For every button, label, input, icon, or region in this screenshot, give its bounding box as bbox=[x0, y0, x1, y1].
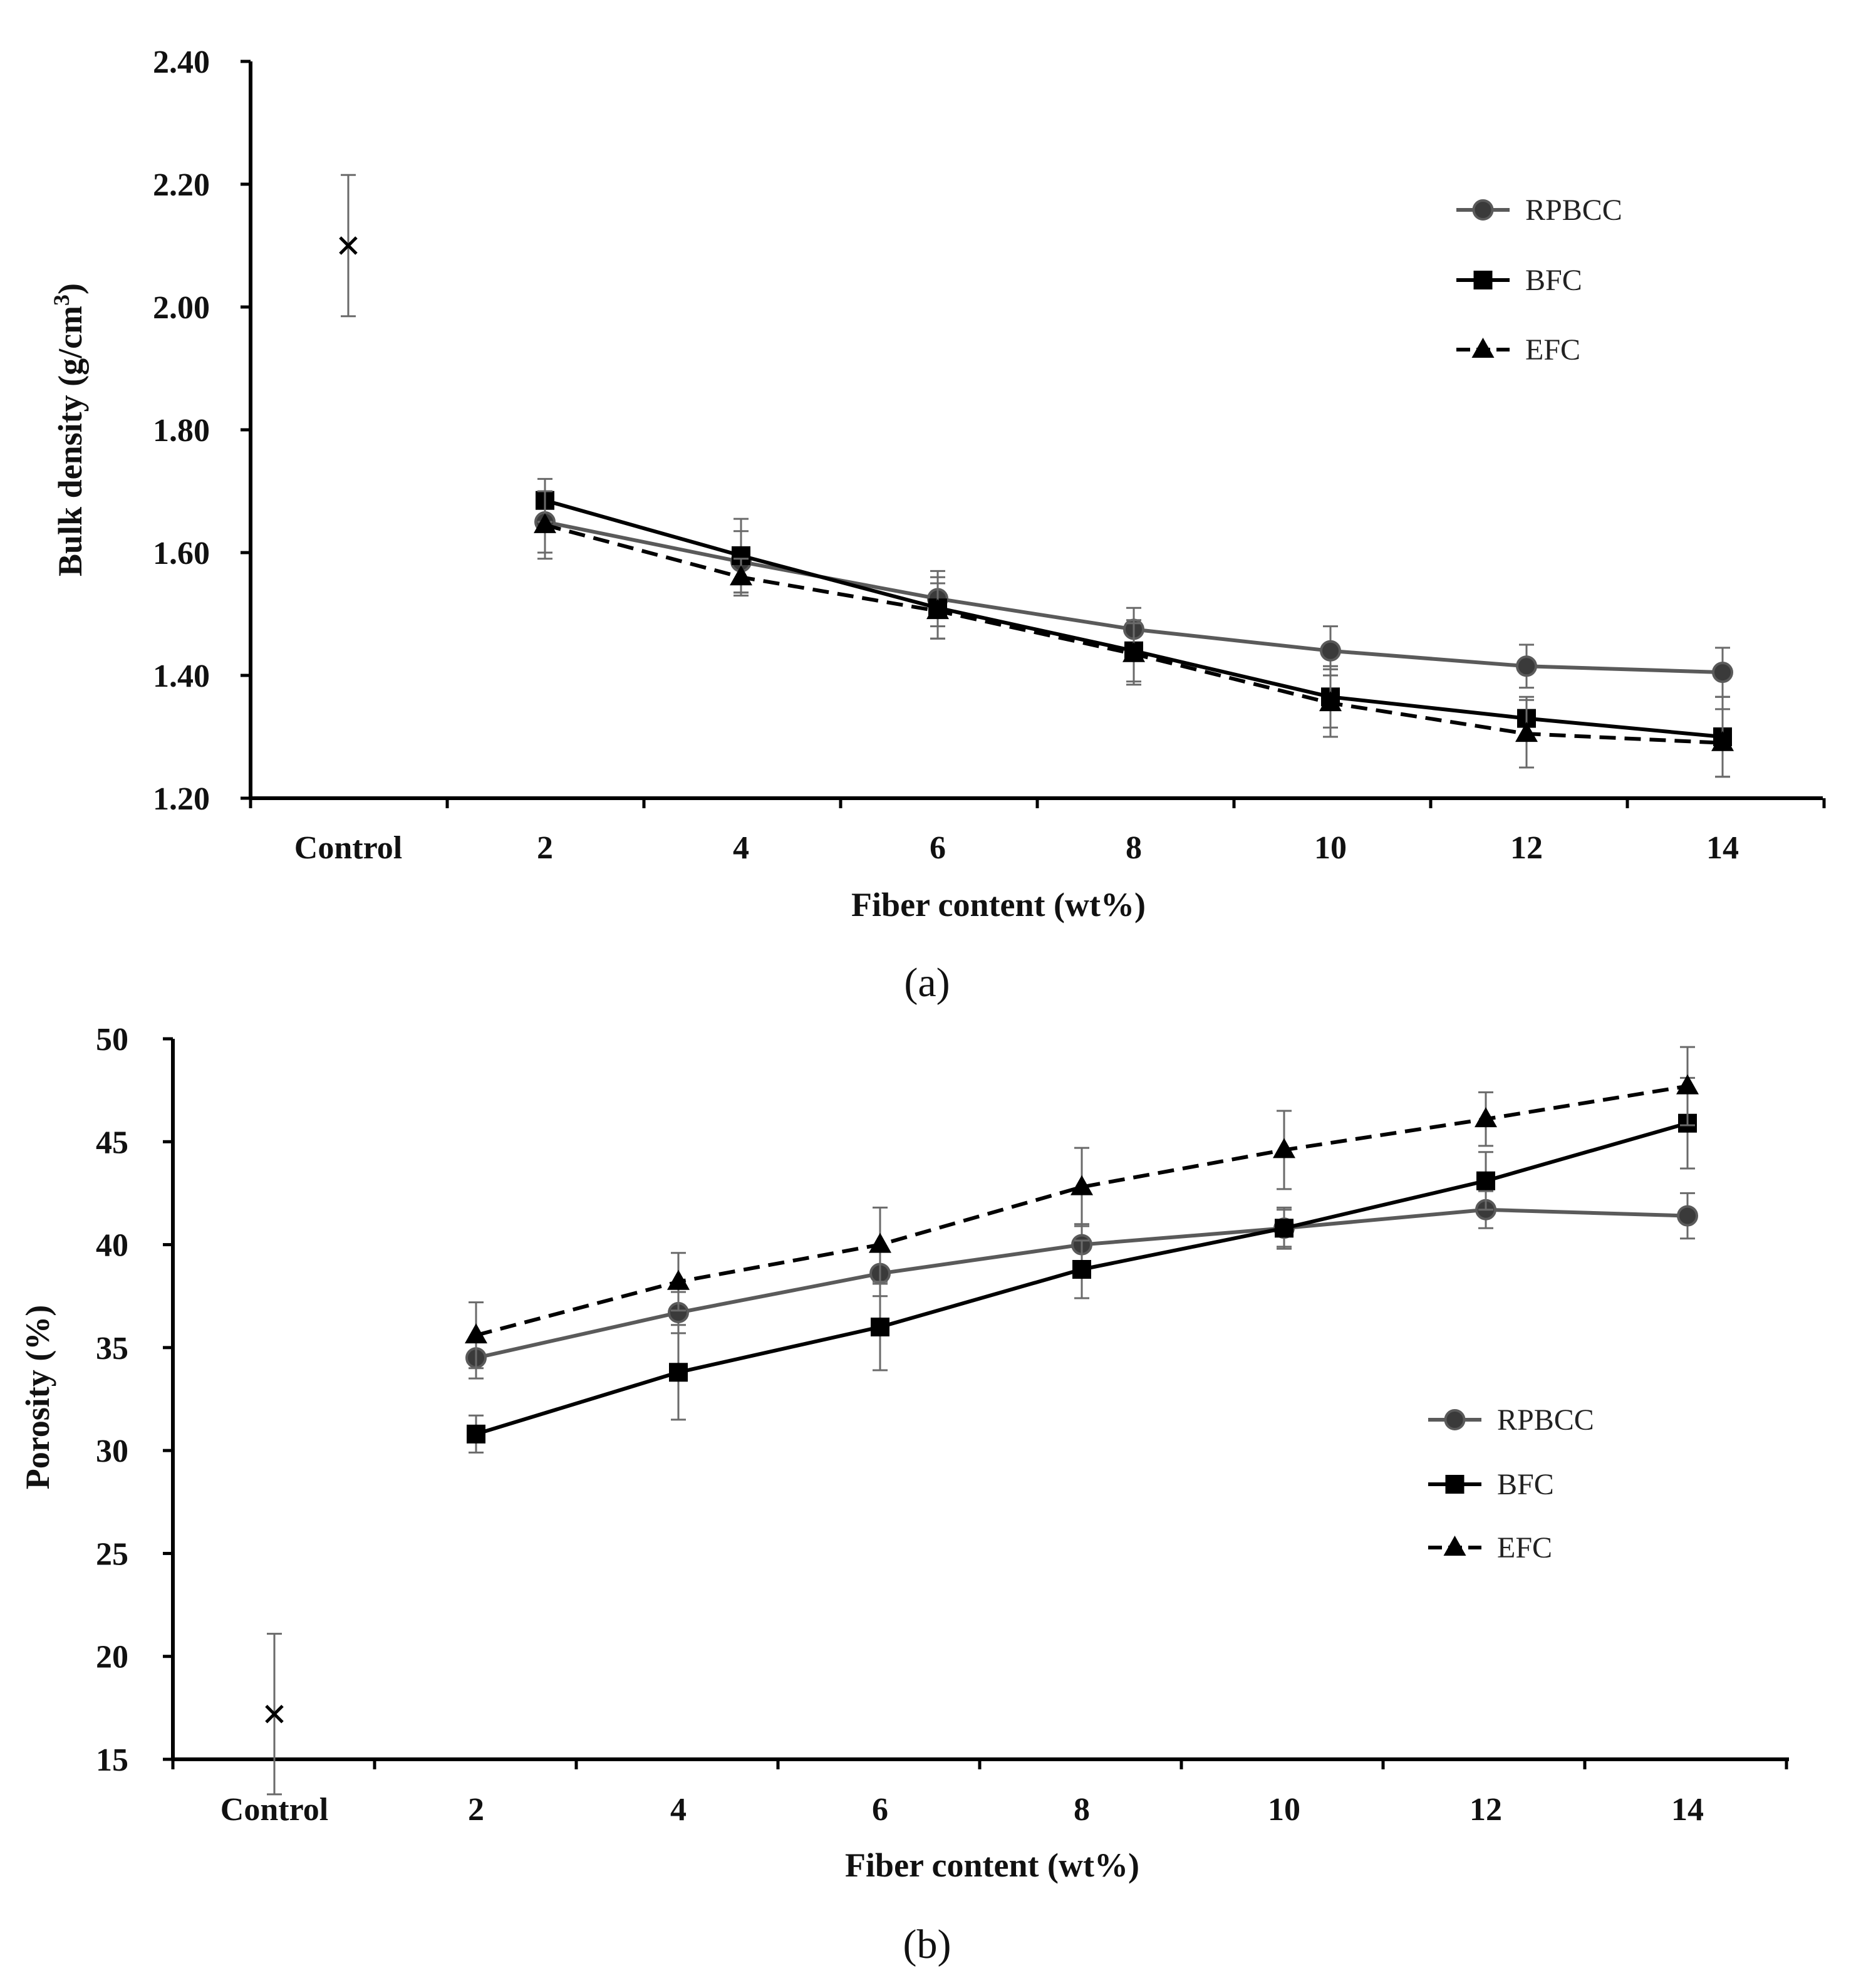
chart2-bfc-point bbox=[1072, 1260, 1091, 1279]
chart1-x-tick-label: 2 bbox=[537, 830, 553, 866]
chart1-legend-label-bfc: BFC bbox=[1525, 264, 1582, 297]
chart2-efc-point bbox=[1676, 1074, 1699, 1095]
chart2-legend-label-bfc: BFC bbox=[1497, 1468, 1554, 1501]
chart2-y-tick-label: 50 bbox=[96, 1022, 128, 1058]
chart1-efc-point bbox=[534, 513, 556, 533]
chart1-y-axis-title-sup: 3 bbox=[49, 294, 74, 306]
chart2-legend-marker-bfc bbox=[1445, 1475, 1465, 1494]
chart1-y-axis-title-end: ) bbox=[51, 283, 89, 294]
chart1-efc-point bbox=[1122, 642, 1145, 662]
panel-label-b: (b) bbox=[903, 1922, 951, 1967]
chart1-x-tick-label: 4 bbox=[733, 830, 749, 866]
chart1-legend-label-rpbcc: RPBCC bbox=[1525, 194, 1622, 227]
chart2-x-tick-label: 14 bbox=[1671, 1792, 1704, 1828]
chart2-series-efc bbox=[465, 1046, 1699, 1370]
chart1-efc-point bbox=[1711, 731, 1734, 751]
chart2-bfc-point bbox=[467, 1424, 485, 1444]
chart2-y-axis-title: Porosity (%) bbox=[19, 1305, 56, 1489]
chart2-y-tick-label: 15 bbox=[96, 1742, 128, 1778]
panel-label-a: (a) bbox=[904, 960, 950, 1006]
chart2-rpbcc-point bbox=[1677, 1205, 1698, 1227]
chart1-rpbcc-point bbox=[1320, 640, 1341, 662]
chart1-y-tick-label: 1.20 bbox=[153, 781, 210, 817]
chart1-x-tick-label: 10 bbox=[1314, 830, 1347, 866]
chart1-y-tick-label: 2.20 bbox=[153, 167, 210, 203]
chart2-legend-label-rpbcc: RPBCC bbox=[1497, 1403, 1594, 1437]
chart2-legend-label-efc: EFC bbox=[1497, 1531, 1552, 1564]
chart1-rpbcc-point bbox=[1712, 662, 1733, 684]
chart2-y-tick-label: 25 bbox=[96, 1536, 128, 1572]
chart1-efc-point bbox=[1319, 691, 1342, 712]
chart2-efc-point bbox=[667, 1269, 690, 1290]
chart2-bfc-point bbox=[669, 1363, 688, 1382]
chart2-x-axis-title: Fiber content (wt%) bbox=[845, 1846, 1139, 1884]
chart1-control-point bbox=[339, 236, 358, 255]
chart2-y-tick-label: 30 bbox=[96, 1434, 128, 1469]
chart1-series-efc bbox=[534, 490, 1734, 778]
chart2-y-tick-label: 20 bbox=[96, 1640, 128, 1675]
chart2-control-point bbox=[265, 1704, 284, 1724]
chart1-legend-marker-efc bbox=[1471, 338, 1495, 358]
chart2-efc-point bbox=[1273, 1138, 1295, 1158]
chart2-x-tick-label: Control bbox=[220, 1792, 328, 1828]
chart2-x-tick-label: 10 bbox=[1268, 1792, 1300, 1828]
chart2-efc-point bbox=[1475, 1107, 1497, 1128]
chart1-y-tick-label: 2.40 bbox=[153, 44, 210, 80]
chart2-bfc-point bbox=[871, 1318, 889, 1336]
chart2-bfc-point bbox=[1476, 1171, 1495, 1190]
chart1-x-tick-label: 12 bbox=[1510, 830, 1543, 866]
chart1-x-tick-label: 14 bbox=[1706, 830, 1739, 866]
chart2-x-tick-label: 12 bbox=[1470, 1792, 1502, 1828]
chart1-efc-point bbox=[926, 599, 949, 620]
chart2-efc-point bbox=[465, 1323, 487, 1344]
chart2-legend-marker-efc bbox=[1443, 1536, 1466, 1556]
chart2-x-tick-label: 6 bbox=[872, 1792, 888, 1828]
chart2-x-tick-label: 8 bbox=[1074, 1792, 1090, 1828]
chart-porosity: 15 20 25 30 35 40 45 50 Control 2 4 6 8 10 12 14 Fiber c… bbox=[19, 1022, 1789, 1884]
chart2-y-tick-label: 35 bbox=[96, 1331, 128, 1366]
chart2-x-tick-label: 2 bbox=[468, 1792, 484, 1828]
chart1-efc-point bbox=[1515, 722, 1538, 742]
chart1-rpbcc-point bbox=[1516, 655, 1537, 677]
chart2-y-tick-label: 45 bbox=[96, 1125, 128, 1160]
chart1-y-tick-label: 2.00 bbox=[153, 290, 210, 326]
chart1-legend-label-efc: EFC bbox=[1525, 333, 1580, 367]
chart1-y-tick-label: 1.60 bbox=[153, 536, 210, 571]
chart2-y-axis-title-main: Porosity (%) bbox=[19, 1305, 56, 1489]
chart1-x-tick-label: 6 bbox=[930, 830, 946, 866]
chart2-bfc-point bbox=[1275, 1219, 1293, 1238]
chart2-efc-point bbox=[1071, 1175, 1093, 1195]
chart1-legend-marker-rpbcc bbox=[1472, 199, 1494, 221]
chart1-x-tick-label: 8 bbox=[1126, 830, 1142, 866]
chart1-x-axis-title: Fiber content (wt%) bbox=[851, 886, 1146, 924]
chart1-legend-marker-bfc bbox=[1473, 271, 1493, 289]
chart1-x-tick-label: Control bbox=[294, 830, 402, 866]
chart-bulk-density: 1.20 1.40 1.60 1.80 2.00 2.20 2.40 Control 2 4 6 8 1… bbox=[49, 44, 1826, 924]
chart2-x-tick-label: 4 bbox=[670, 1792, 687, 1828]
chart1-y-axis-title: Bulk density (g/cm3) bbox=[49, 283, 89, 576]
chart2-legend-marker-rpbcc bbox=[1444, 1409, 1466, 1430]
chart1-y-axis-title-main: Bulk density (g/cm bbox=[51, 306, 89, 576]
chart1-y-tick-label: 1.40 bbox=[153, 658, 210, 694]
chart2-y-tick-label: 40 bbox=[96, 1228, 128, 1264]
chart1-y-tick-label: 1.80 bbox=[153, 413, 210, 449]
chart1-efc-point bbox=[730, 565, 752, 586]
chart2-efc-point bbox=[869, 1232, 891, 1253]
